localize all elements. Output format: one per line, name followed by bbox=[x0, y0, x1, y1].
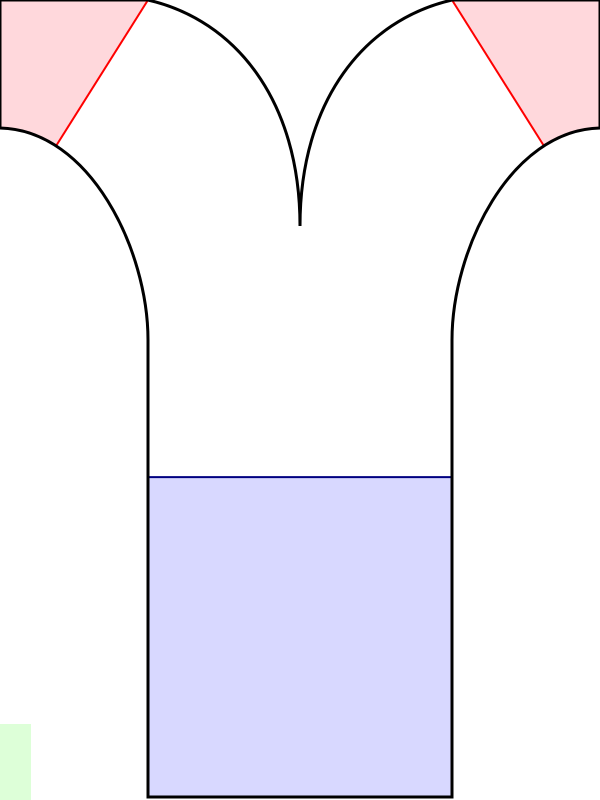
liquid-fill bbox=[148, 477, 452, 797]
right-corner-divider bbox=[451, 0, 545, 147]
right-corner-region bbox=[452, 0, 600, 146]
left-corner-divider bbox=[55, 0, 149, 147]
left-corner-region bbox=[0, 0, 148, 146]
corner-marker bbox=[0, 724, 31, 800]
